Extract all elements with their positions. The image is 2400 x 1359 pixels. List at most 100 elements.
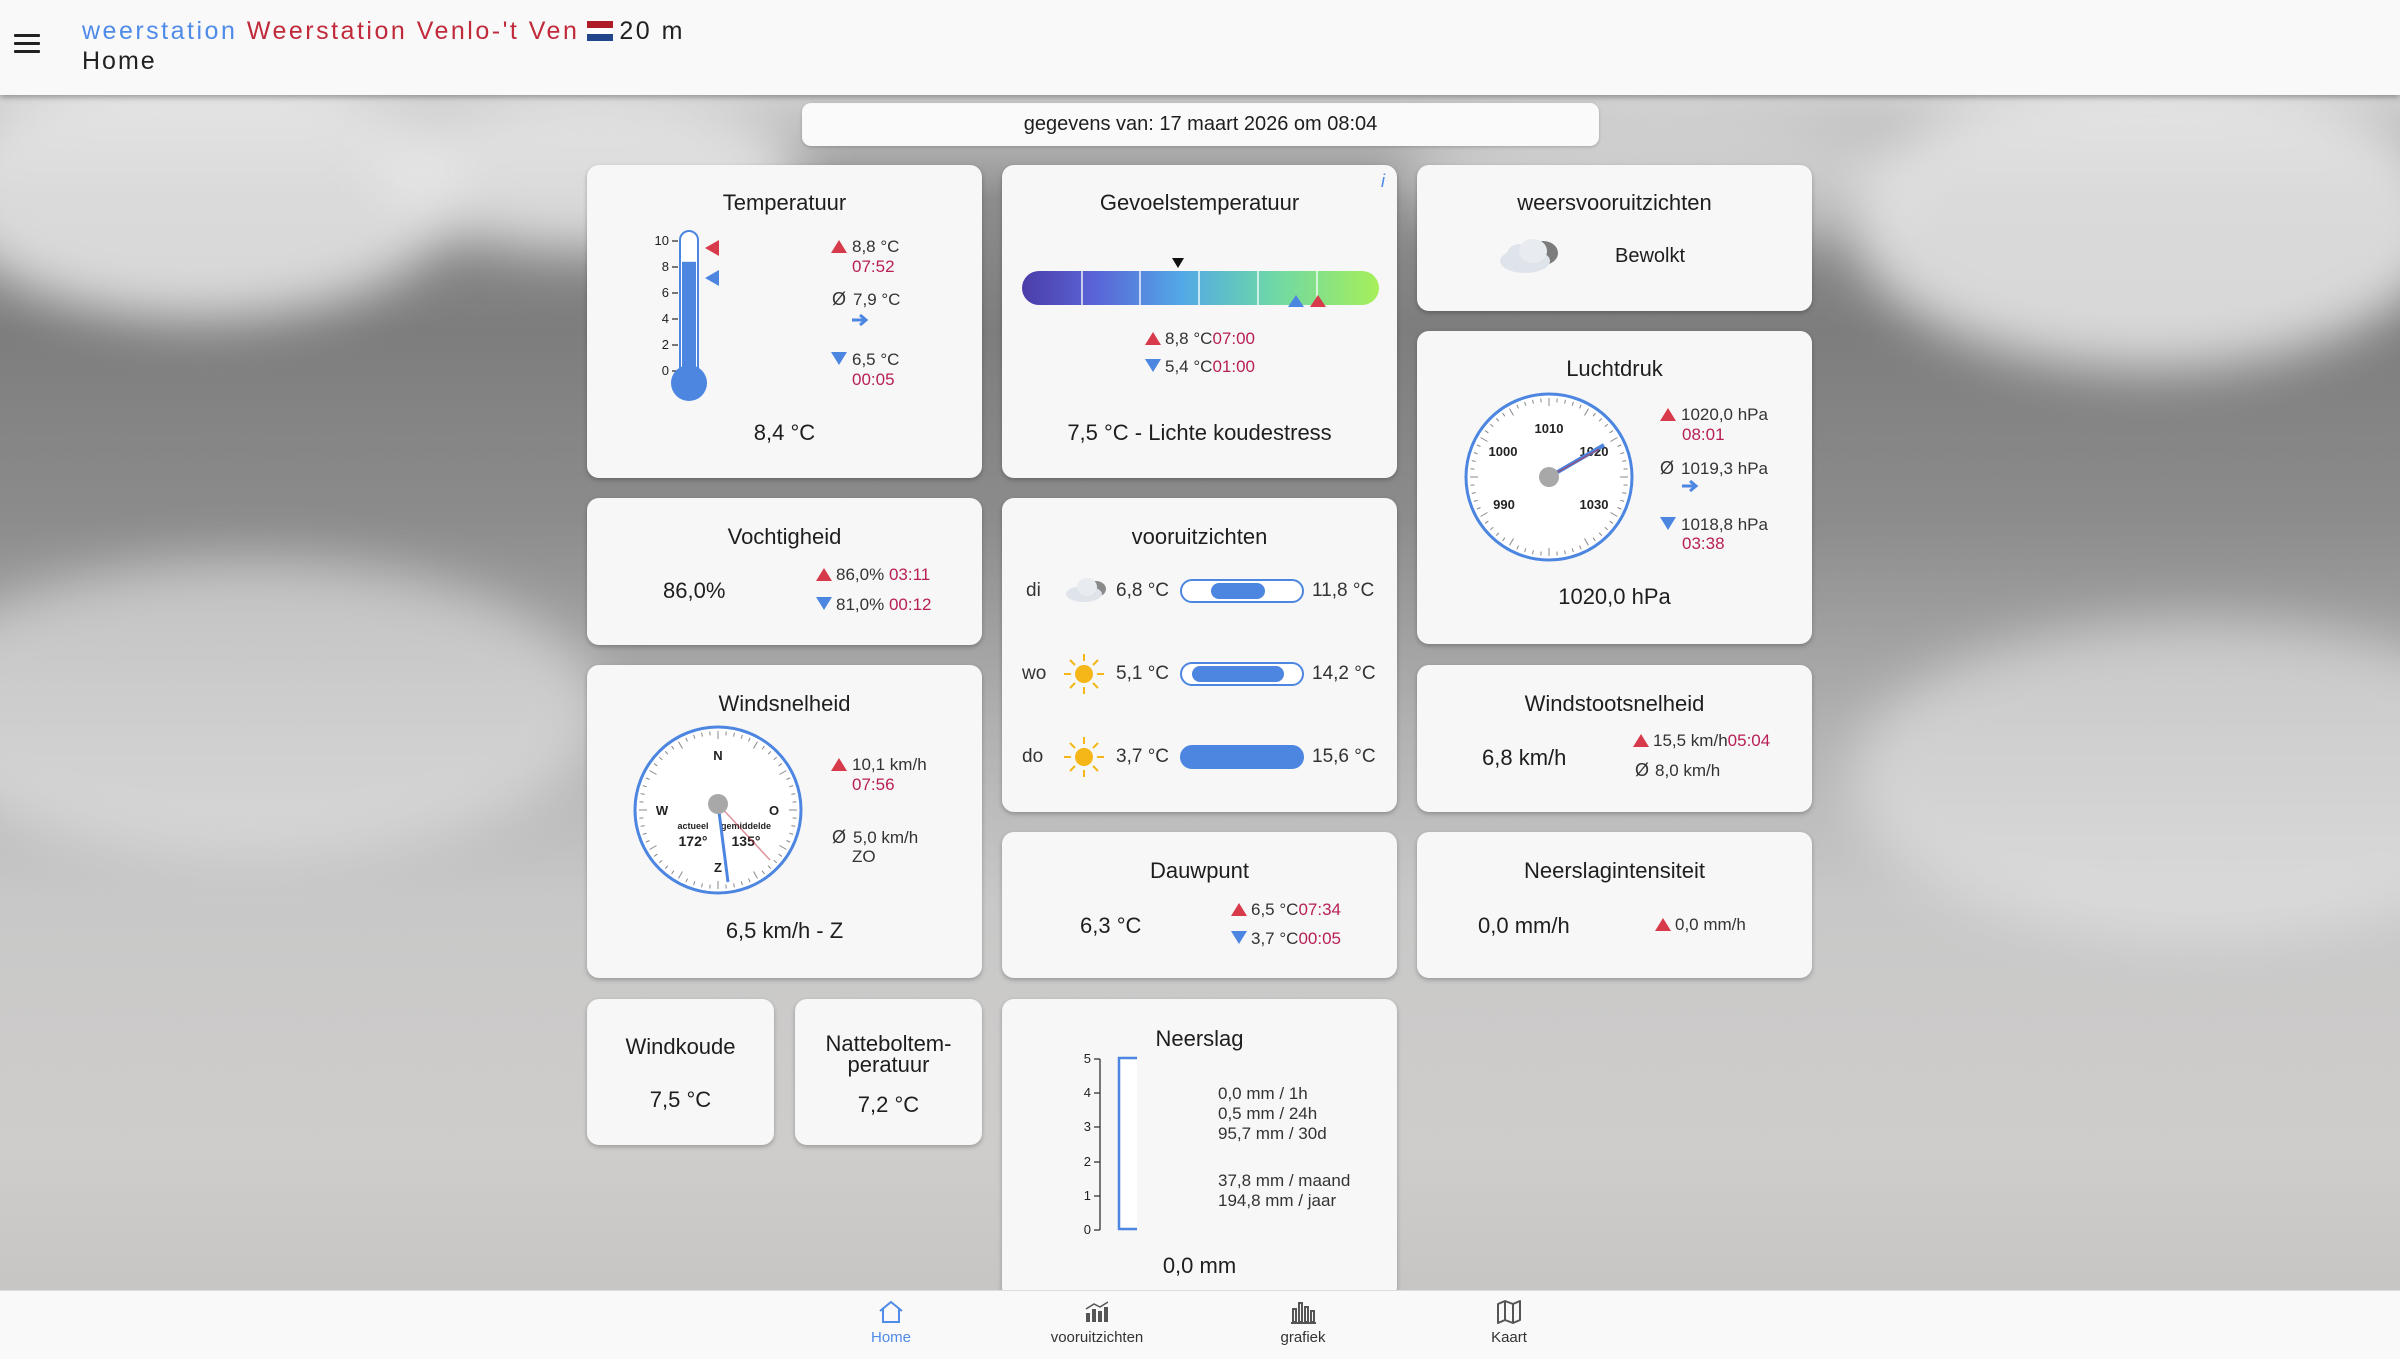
temp-min-time: 00:05 <box>852 370 895 389</box>
gust-card[interactable]: Windstootsnelheid 6,8 km/h 15,5 km/h05:0… <box>1417 665 1812 812</box>
bottom-navigation: Home vooruitzichten grafiek Kaart <box>0 1290 2400 1359</box>
nav-home[interactable]: Home <box>821 1299 961 1346</box>
wind-max: 10,1 km/h <box>831 755 927 774</box>
dial-tick <box>779 845 787 850</box>
dial-tick <box>649 845 657 850</box>
temp-max-time: 07:52 <box>852 257 895 276</box>
svg-text:8: 8 <box>662 259 669 274</box>
dial-tick <box>671 870 675 875</box>
dial-tick <box>1564 550 1566 555</box>
forecast-range-fill <box>1192 666 1284 682</box>
forecast-card[interactable]: vooruitzichten di 6,8 °C 11,8 °C wo 5,1 … <box>1002 498 1397 812</box>
dial-tick <box>645 840 650 843</box>
forecast-min: 3,7 °C <box>1116 746 1170 767</box>
dewpoint-card[interactable]: Dauwpunt 6,3 °C 6,5 °C07:34 3,7 °C00:05 <box>1002 832 1397 978</box>
windchill-card[interactable]: Windkoude 7,5 °C <box>587 999 774 1145</box>
nav-forecast[interactable]: vooruitzichten <box>1027 1299 1167 1346</box>
trend-arrow-icon <box>852 313 869 327</box>
min-arrow-icon <box>1660 517 1676 530</box>
dial-tick <box>1592 537 1596 542</box>
rain-current: 0,0 mm <box>1162 1253 1237 1278</box>
dial-tick <box>642 832 647 835</box>
bar-chart-icon <box>1291 1302 1316 1324</box>
forecast-min: 5,1 °C <box>1116 663 1170 684</box>
forecast-day: wo <box>1022 663 1047 684</box>
feels-max: 8,8 °C07:00 <box>1145 329 1255 348</box>
dial-tick <box>767 750 772 755</box>
feels-like-card[interactable]: i Gevoelstemperatuur 8,8 °C07:00 5,4 °C0… <box>1002 165 1397 478</box>
max-arrow-icon <box>831 758 847 771</box>
rain-24h: 0,5 mm / 24h <box>1218 1104 1318 1123</box>
wind-current: 6,5 km/h - Z <box>725 918 844 943</box>
card-title: Luchtdruk <box>1566 356 1663 381</box>
dial-tick <box>791 825 796 827</box>
card-title: Windkoude <box>625 1034 736 1059</box>
dial-tick <box>740 734 743 739</box>
pressure-min: 1018,8 hPa <box>1660 515 1768 534</box>
min-arrow-icon <box>1145 359 1161 372</box>
wetbulb-value: 7,2 °C <box>857 1092 920 1117</box>
cloud-icon <box>1500 239 1558 273</box>
dial-tick <box>1502 537 1506 542</box>
feels-summary: 7,5 °C - Lichte koudestress <box>1067 420 1332 445</box>
menu-icon[interactable] <box>14 34 40 54</box>
nav-graph[interactable]: grafiek <box>1233 1299 1373 1346</box>
dial-tick <box>786 777 791 780</box>
card-title: Neerslag <box>1155 1026 1244 1051</box>
svg-text:990: 990 <box>1493 497 1515 512</box>
card-title: Windstootsnelheid <box>1524 691 1705 716</box>
dial-tick <box>1476 444 1481 447</box>
rain-month: 37,8 mm / maand <box>1218 1171 1351 1190</box>
dial-tick <box>1598 532 1603 537</box>
dial-tick <box>761 745 765 750</box>
weather-condition-card[interactable]: weersvooruitzichten Bewolkt <box>1417 165 1812 311</box>
dial-tick <box>1524 548 1527 553</box>
dial-tick <box>1609 520 1614 524</box>
dial-tick <box>753 741 758 749</box>
forecast-range-bar <box>1180 662 1304 686</box>
brand-label: weerstation <box>82 17 238 45</box>
pressure-card[interactable]: Luchtdruk 990 1000 1010 1020 1030 1020,0… <box>1417 331 1812 644</box>
dial-tick <box>1480 512 1488 517</box>
pressure-max-time: 08:01 <box>1682 425 1725 444</box>
dial-tick <box>791 793 796 795</box>
min-arrow-icon <box>1231 931 1247 944</box>
nav-map[interactable]: Kaart <box>1439 1299 1579 1346</box>
dial-tick <box>753 871 758 879</box>
dial-tick <box>1584 538 1589 546</box>
wind-card[interactable]: Windsnelheid N O Z W actueel 172° gemidd… <box>587 665 982 978</box>
dial-tick <box>1516 545 1519 550</box>
station-name: Weerstation Venlo-'t Ven <box>246 17 580 45</box>
rain-card[interactable]: Neerslag 5 4 3 2 1 0 0,0 mm / 1h 0,5 mm … <box>1002 999 1397 1299</box>
wind-avg: Ø 5,0 km/h <box>832 827 919 848</box>
dial-tick <box>678 741 683 749</box>
wind-max-time: 07:56 <box>852 775 895 794</box>
dial-tick <box>761 870 765 875</box>
dial-tick <box>645 777 650 780</box>
dial-tick <box>1484 520 1489 524</box>
dial-tick <box>678 871 683 879</box>
gust-avg: Ø 8,0 km/h <box>1635 760 1721 781</box>
dial-tick <box>778 763 783 767</box>
svg-text:actueel: actueel <box>677 821 708 831</box>
dial-tick <box>1620 499 1625 502</box>
svg-text:172°: 172° <box>679 833 708 849</box>
dial-tick <box>1604 423 1609 428</box>
forecast-min: 6,8 °C <box>1116 580 1170 601</box>
wetbulb-card[interactable]: Natteboltem- peratuur 7,2 °C <box>795 999 982 1145</box>
dial-tick <box>642 785 647 788</box>
info-icon[interactable]: i <box>1381 171 1385 191</box>
rain-intensity-card[interactable]: Neerslagintensiteit 0,0 mm/h 0,0 mm/h <box>1417 832 1812 978</box>
rain-intensity-current: 0,0 mm/h <box>1478 913 1570 938</box>
dial-tick <box>1495 417 1500 422</box>
dial-tick <box>1592 412 1596 417</box>
dial-tick <box>1509 538 1514 546</box>
wind-avg-direction: ZO <box>852 847 876 866</box>
max-arrow-icon <box>1145 332 1161 345</box>
dial-tick <box>1617 507 1622 510</box>
dial-tick <box>1473 499 1478 502</box>
card-title-line-2: peratuur <box>847 1052 930 1077</box>
humidity-card[interactable]: Vochtigheid 86,0% 86,0% 03:11 81,0% 00:1… <box>587 498 982 645</box>
dial-tick <box>1571 401 1574 406</box>
